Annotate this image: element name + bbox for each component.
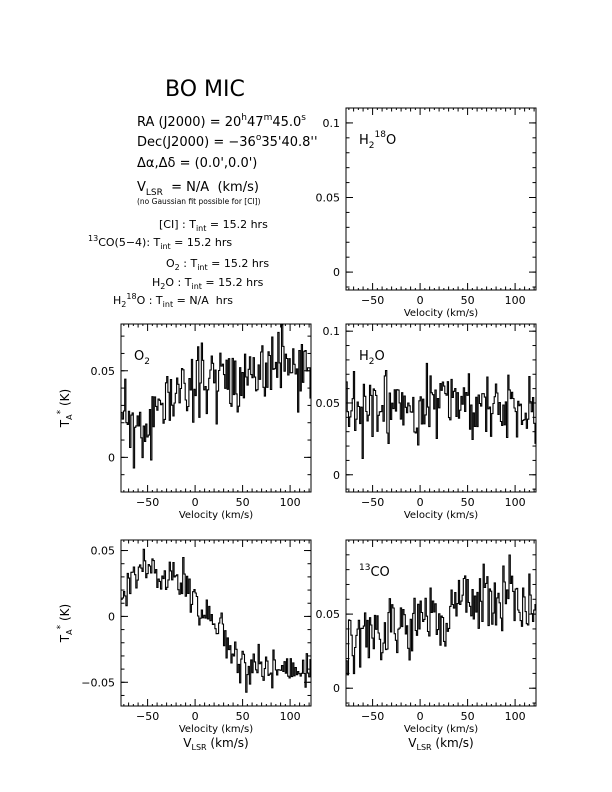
svg-text:13CO(5−4): Tint = 15.2 hrs: 13CO(5−4): Tint = 15.2 hrs (88, 234, 232, 251)
plot-frame (120, 539, 312, 707)
dec-degrees: −36 (228, 135, 255, 150)
x-tick-label: −50 (136, 496, 159, 509)
y-tick-label: 0 (333, 682, 340, 695)
species-label: H218O (359, 130, 396, 151)
dec-arcsec: 40.8 (281, 135, 310, 150)
species-label: H2O (359, 349, 385, 367)
dec-line: Dec(J2000) = −36o35'40.8'' (137, 133, 318, 150)
y-tick-label: 0.1 (323, 117, 341, 130)
plot-frame (345, 323, 537, 493)
x-tick-label: 100 (280, 496, 301, 509)
vlsr-line: VLSR = N/A (km/s) (137, 180, 259, 198)
integration-table: [CI] : Tint = 15.2 hrs 13CO(5−4): Tint =… (88, 218, 269, 309)
x-tick-label: −50 (361, 710, 384, 723)
vlsr-axis-label: VLSR (km/s) (183, 736, 248, 752)
ra-seconds: 45.0 (272, 115, 301, 130)
x-tick-label: 0 (417, 294, 424, 307)
panel-o2: −50 0 50 100 0 0.05 Velocity (km/s) TA* (K) O2 (56, 323, 312, 521)
y-tick-label: 0 (333, 469, 340, 482)
offset-line: Δα,Δδ = (0.0',0.0') (137, 156, 257, 171)
svg-text:[CI] : Tint = 15.2 hrs: [CI] : Tint = 15.2 hrs (159, 218, 268, 233)
panel-h2o: −50 0 50 100 0 0.05 0.1 Velocity (km/s) H2O (316, 323, 537, 521)
gauss-note: (no Gaussian fit possible for [CI]) (137, 197, 261, 206)
x-tick-label: 50 (461, 294, 475, 307)
x-tick-label: 0 (417, 710, 424, 723)
dec-prefix: Dec(J2000) = (137, 135, 228, 150)
x-tick-label: 100 (505, 294, 526, 307)
svg-text:VLSR = N/A (km/s): VLSR = N/A (km/s) (137, 180, 259, 198)
x-tick-label: 50 (236, 496, 250, 509)
offset-label: Δα,Δδ = (137, 156, 195, 171)
x-tick-label: 100 (505, 496, 526, 509)
int-row-o2: O2 : Tint = 15.2 hrs (166, 257, 269, 272)
x-tick-label: −50 (361, 496, 384, 509)
ra-minutes: 47 (247, 115, 264, 130)
y-tick-label: 0 (108, 610, 115, 623)
y-tick-label: 0.05 (316, 397, 341, 410)
plot-frame (345, 107, 537, 291)
x-axis-label: Velocity (km/s) (179, 724, 253, 735)
ra-prefix: RA (J2000) = (137, 115, 225, 130)
x-axis-label: Velocity (km/s) (404, 510, 478, 521)
y-axis-label: TA* (K) (56, 389, 74, 428)
int-row-h2o: H2O : Tint = 15.2 hrs (152, 276, 264, 291)
x-tick-label: 0 (417, 496, 424, 509)
x-tick-label: 0 (192, 710, 199, 723)
svg-text:O2 : Tint = 15.2 hrs: O2 : Tint = 15.2 hrs (166, 257, 269, 272)
vlsr-value: = N/A (km/s) (171, 180, 259, 195)
y-tick-label: −0.05 (81, 676, 115, 689)
y-tick-label: 0.05 (91, 365, 116, 378)
svg-text:RA (J2000) = 20h47m45.0s: RA (J2000) = 20h47m45.0s (137, 113, 306, 130)
panel-co13: −50 0 50 100 0 0.05 Velocity (km/s)VLSR (km/s)… (316, 539, 537, 752)
vlsr-axis-label: VLSR (km/s) (408, 736, 473, 752)
spectrum-line (346, 362, 536, 459)
int-row-ci: [CI] : Tint = 15.2 hrs (159, 218, 268, 233)
spectrum-line (121, 324, 311, 469)
x-tick-label: 100 (505, 710, 526, 723)
offset-value: (0.0',0.0') (195, 156, 258, 171)
plot-frame (120, 323, 312, 493)
y-axis-label: TA* (K) (56, 604, 74, 643)
ra-line: RA (J2000) = 20h47m45.0s (137, 113, 306, 130)
panel-h218o: −50 0 50 100 0 0.05 0.1 Velocity (km/s) H218O (316, 107, 537, 319)
x-tick-label: 50 (461, 710, 475, 723)
svg-text:H2O : Tint = 15.2 hrs: H2O : Tint = 15.2 hrs (152, 276, 264, 291)
int-row-h218o: H218O : Tint = N/A hrs (113, 292, 233, 309)
species-label: 13CO (359, 563, 390, 580)
object-name: BO MIC (165, 77, 245, 102)
x-tick-label: 0 (192, 496, 199, 509)
x-tick-label: −50 (361, 294, 384, 307)
svg-text:Dec(J2000) = −36o35'40.8'': Dec(J2000) = −36o35'40.8'' (137, 133, 318, 150)
plot-frame (345, 539, 537, 707)
dec-arcmin: 35 (261, 135, 278, 150)
panel-ci: −50 0 50 100 −0.05 0 0.05 Velocity (km/s)VLSR (… (56, 539, 312, 752)
y-tick-label: 0.05 (316, 608, 341, 621)
species-label: O2 (134, 349, 150, 367)
spectrum-line (121, 548, 311, 693)
x-axis-label: Velocity (km/s) (404, 724, 478, 735)
y-tick-label: 0 (333, 266, 340, 279)
y-tick-label: 0.05 (316, 192, 341, 205)
x-tick-label: 100 (280, 710, 301, 723)
x-tick-label: 50 (236, 710, 250, 723)
y-tick-label: 0.1 (323, 325, 341, 338)
y-tick-label: 0.05 (91, 545, 116, 558)
ra-hours: 20 (225, 115, 242, 130)
y-tick-label: 0 (108, 451, 115, 464)
x-tick-label: −50 (136, 710, 159, 723)
spectrum-line (346, 554, 536, 676)
x-tick-label: 50 (461, 496, 475, 509)
x-axis-label: Velocity (km/s) (404, 308, 478, 319)
svg-text:Δα,Δδ = (0.0',0.0'): Δα,Δδ = (0.0',0.0') (137, 156, 257, 171)
int-row-13co: 13CO(5−4): Tint = 15.2 hrs (88, 234, 232, 251)
svg-text:H218O : Tint = N/A hrs: H218O : Tint = N/A hrs (113, 292, 233, 309)
x-axis-label: Velocity (km/s) (179, 510, 253, 521)
